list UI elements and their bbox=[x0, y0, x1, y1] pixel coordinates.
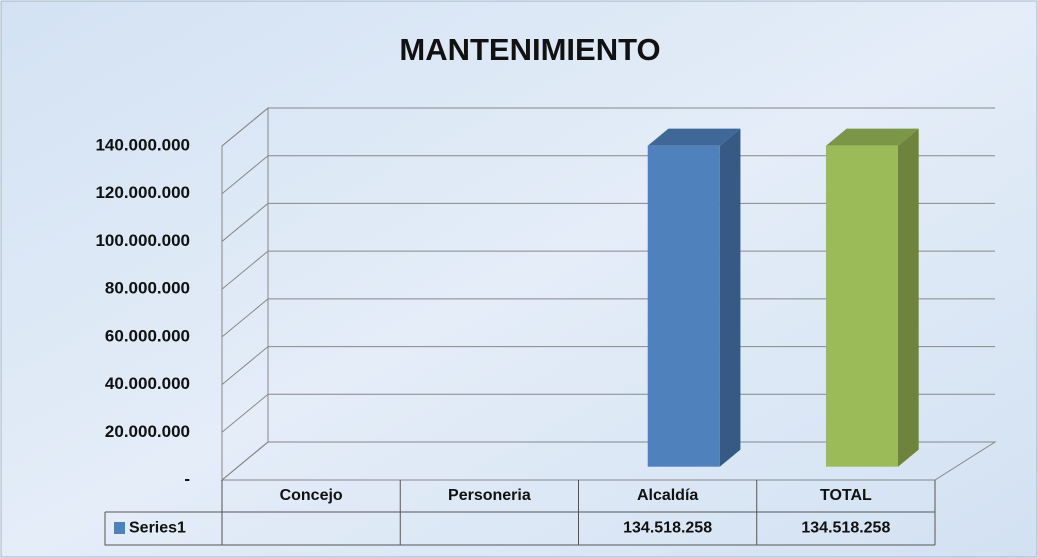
grid-line bbox=[221, 250, 995, 290]
y-tick-label: - bbox=[184, 469, 190, 488]
y-tick-label: 60.000.000 bbox=[105, 326, 190, 345]
bar-side bbox=[897, 128, 919, 467]
x-tick-label: Alcaldía bbox=[637, 487, 698, 504]
bar-top bbox=[647, 128, 741, 146]
grid-line bbox=[221, 202, 995, 242]
legend-swatch bbox=[114, 522, 125, 534]
grid-line bbox=[221, 298, 995, 338]
bar-top bbox=[825, 128, 919, 146]
y-tick-label: 80.000.000 bbox=[105, 279, 190, 298]
table-border bbox=[104, 480, 936, 546]
y-tick-label: 100.000.000 bbox=[95, 231, 190, 250]
value-label: 134.518.258 bbox=[623, 520, 712, 537]
x-tick-label: Personeria bbox=[448, 487, 531, 504]
grid-line bbox=[221, 107, 995, 147]
chart-title: MANTENIMIENTO bbox=[399, 32, 660, 67]
legend-label: Series1 bbox=[129, 520, 186, 537]
x-tick-label: TOTAL bbox=[820, 487, 872, 504]
bar bbox=[825, 145, 898, 467]
bar bbox=[647, 145, 720, 467]
y-tick-label: 40.000.000 bbox=[105, 374, 190, 393]
bar-side bbox=[719, 128, 741, 467]
x-tick-label: Concejo bbox=[280, 487, 343, 504]
grid-line bbox=[221, 441, 995, 481]
y-tick-label: 140.000.000 bbox=[95, 135, 190, 154]
value-label: 134.518.258 bbox=[801, 520, 890, 537]
y-tick-label: 120.000.000 bbox=[95, 183, 190, 202]
grid-line bbox=[221, 346, 995, 385]
y-tick-label: 20.000.000 bbox=[105, 422, 190, 441]
grid-line bbox=[221, 393, 995, 433]
grid-line bbox=[221, 155, 995, 195]
